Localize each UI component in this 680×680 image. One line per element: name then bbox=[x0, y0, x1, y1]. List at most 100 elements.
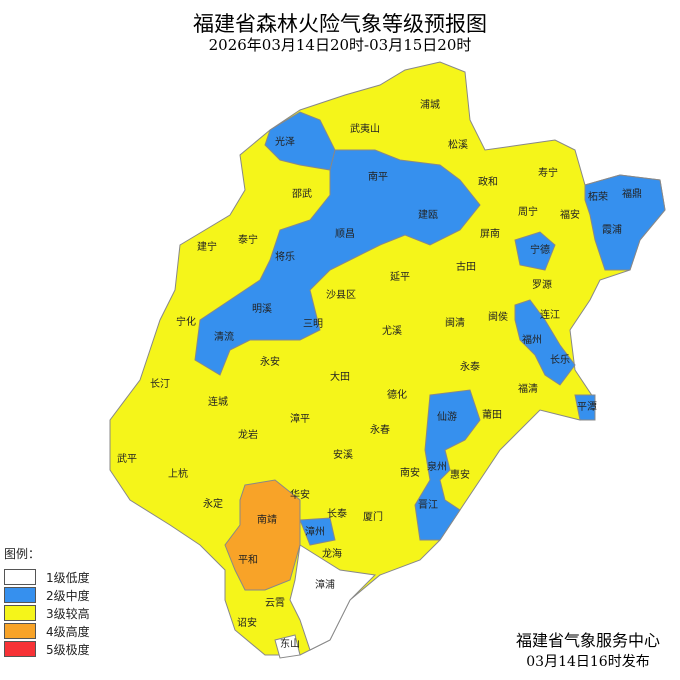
county-label: 政和 bbox=[478, 175, 498, 188]
county-label: 屏南 bbox=[480, 227, 500, 240]
county-label: 南靖 bbox=[257, 513, 277, 526]
legend-label: 5级极度 bbox=[46, 642, 90, 657]
county-label: 泉州 bbox=[427, 460, 447, 473]
issue-time: 03月14日16时发布 bbox=[526, 654, 650, 670]
county-label: 浦城 bbox=[420, 98, 440, 111]
county-label: 沙县区 bbox=[326, 289, 356, 301]
county-label: 闽清 bbox=[445, 316, 465, 329]
legend-label: 4级高度 bbox=[46, 624, 90, 639]
county-label: 寿宁 bbox=[538, 166, 558, 179]
county-label: 长乐 bbox=[550, 354, 570, 366]
legend-title: 图例： bbox=[4, 547, 41, 561]
county-label: 南安 bbox=[400, 466, 420, 479]
legend-swatch bbox=[4, 623, 36, 639]
region-nw-blue bbox=[194, 149, 481, 376]
county-label: 古田 bbox=[456, 260, 476, 273]
county-label: 平和 bbox=[238, 554, 258, 566]
legend-item: 1级低度 bbox=[4, 568, 90, 586]
region-zhangzhou bbox=[299, 517, 336, 546]
county-label: 平潭 bbox=[577, 401, 597, 413]
county-label: 将乐 bbox=[275, 251, 295, 263]
county-label: 龙岩 bbox=[238, 428, 258, 441]
county-label: 建宁 bbox=[197, 240, 217, 253]
county-label: 晋江 bbox=[418, 499, 438, 511]
county-label: 光泽 bbox=[275, 135, 295, 148]
county-label: 闽侯 bbox=[488, 310, 508, 323]
county-label: 诏安 bbox=[237, 616, 257, 629]
county-label: 漳浦 bbox=[315, 578, 335, 591]
county-label: 周宁 bbox=[518, 205, 538, 218]
region-xianyou-quanzhou bbox=[414, 389, 481, 541]
county-label: 安溪 bbox=[333, 448, 353, 461]
region-fuzhou bbox=[514, 299, 576, 386]
county-label: 连江 bbox=[540, 308, 560, 321]
county-label: 漳平 bbox=[290, 412, 310, 425]
county-label: 华安 bbox=[290, 488, 310, 501]
county-label: 永春 bbox=[370, 423, 390, 436]
province-base bbox=[109, 61, 666, 656]
county-label: 福鼎 bbox=[622, 187, 642, 200]
county-label: 永泰 bbox=[460, 360, 480, 373]
legend-label: 2级中度 bbox=[46, 588, 90, 603]
region-orange bbox=[224, 479, 301, 591]
county-label: 清流 bbox=[214, 330, 234, 343]
county-label: 厦门 bbox=[363, 510, 383, 523]
county-label: 三明 bbox=[303, 318, 323, 330]
county-label: 明溪 bbox=[252, 303, 272, 315]
county-label: 柘荣 bbox=[588, 190, 608, 203]
county-label: 建瓯 bbox=[418, 208, 438, 221]
legend-item: 2级中度 bbox=[4, 586, 90, 604]
county-label: 漳州 bbox=[305, 525, 325, 538]
legend-swatch bbox=[4, 641, 36, 657]
county-label: 莆田 bbox=[482, 408, 502, 421]
legend-swatch bbox=[4, 605, 36, 621]
legend-swatch bbox=[4, 569, 36, 585]
legend-label: 1级低度 bbox=[46, 570, 90, 585]
county-label: 霞浦 bbox=[602, 223, 622, 236]
issuer-org: 福建省气象服务中心 bbox=[515, 631, 660, 650]
county-label: 连城 bbox=[208, 395, 228, 408]
county-label: 龙海 bbox=[322, 547, 342, 560]
county-label: 福安 bbox=[560, 208, 580, 221]
county-label: 罗源 bbox=[532, 278, 552, 291]
county-label: 大田 bbox=[330, 370, 350, 383]
county-label: 福清 bbox=[518, 382, 538, 395]
map-title: 福建省森林火险气象等级预报图 bbox=[193, 12, 487, 36]
region-ningde bbox=[514, 231, 556, 271]
county-label: 德化 bbox=[387, 388, 407, 401]
legend-swatch bbox=[4, 587, 36, 603]
issuer: 福建省气象服务中心 03月14日16时发布 bbox=[516, 627, 660, 671]
county-label: 松溪 bbox=[448, 138, 468, 151]
region-pingtan bbox=[574, 394, 596, 421]
county-label: 泰宁 bbox=[238, 233, 258, 246]
county-label: 武平 bbox=[117, 452, 137, 465]
county-label: 永定 bbox=[203, 497, 223, 510]
county-label: 武夷山 bbox=[350, 122, 380, 135]
county-label: 福州 bbox=[522, 333, 542, 346]
county-label: 东山 bbox=[280, 637, 300, 650]
county-label: 惠安 bbox=[450, 468, 470, 481]
county-label: 邵武 bbox=[292, 187, 312, 200]
legend: 图例： 1级低度 2级中度 3级较高 4级高度 5级极度 bbox=[4, 545, 90, 658]
county-label: 顺昌 bbox=[335, 228, 355, 240]
region-ne-blue bbox=[584, 174, 666, 271]
county-label: 宁德 bbox=[530, 243, 550, 256]
county-label: 永安 bbox=[260, 355, 280, 368]
map-subtitle: 2026年03月14日20时-03月15日20时 bbox=[208, 36, 472, 54]
legend-item: 3级较高 bbox=[4, 604, 90, 622]
county-label: 上杭 bbox=[168, 467, 188, 480]
county-label: 延平 bbox=[390, 271, 410, 283]
region-dongshan bbox=[274, 634, 301, 659]
region-zhangpu bbox=[289, 544, 377, 651]
county-label: 长泰 bbox=[327, 507, 347, 520]
legend-item: 5级极度 bbox=[4, 640, 90, 658]
legend-item: 4级高度 bbox=[4, 622, 90, 640]
county-label: 尤溪 bbox=[382, 324, 402, 337]
legend-label: 3级较高 bbox=[46, 606, 90, 621]
county-label: 南平 bbox=[368, 170, 388, 183]
county-label: 仙游 bbox=[437, 410, 457, 423]
county-label: 长汀 bbox=[150, 378, 170, 390]
county-label: 宁化 bbox=[176, 315, 196, 328]
county-label: 云霄 bbox=[265, 597, 285, 609]
